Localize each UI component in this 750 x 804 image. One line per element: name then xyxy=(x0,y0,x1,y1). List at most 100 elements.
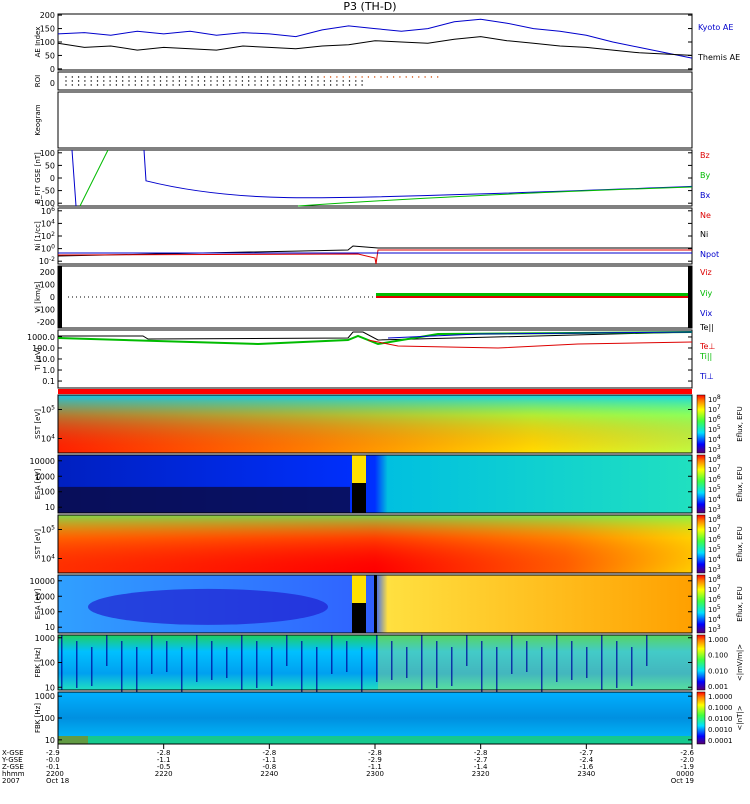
y-tick-label: -100 xyxy=(37,305,55,314)
y-tick-label: 10 xyxy=(45,683,55,692)
fbk-e-streak xyxy=(256,641,258,688)
x-tick-label: -2.7 xyxy=(474,756,488,764)
roi-dot xyxy=(260,80,262,82)
y-axis-label: Keogram xyxy=(34,104,42,135)
roi-dot xyxy=(304,80,307,82)
x-tick-label: -2.9 xyxy=(368,756,382,764)
roi-dot xyxy=(122,80,124,82)
bx-line xyxy=(71,149,693,207)
y-tick-label: 100 xyxy=(40,659,55,668)
roi-dot xyxy=(203,84,206,86)
roi-dot xyxy=(90,76,92,78)
te-perp-line xyxy=(367,339,693,349)
exponent: 8 xyxy=(717,394,721,401)
exponent: 3 xyxy=(717,504,721,511)
roi-dot xyxy=(392,76,395,78)
roi-dot xyxy=(65,76,67,78)
x-tick-label: -0.0 xyxy=(46,756,60,764)
roi-dot xyxy=(361,80,363,82)
colorbar-tick-label: 103 xyxy=(708,504,721,514)
roi-dot xyxy=(424,76,426,78)
fbk-e-streak xyxy=(526,641,528,672)
roi-dot xyxy=(147,84,149,86)
colorbar-tick-label: 0.010 xyxy=(708,667,728,675)
exponent: 7 xyxy=(717,464,721,471)
fbk-e-streak xyxy=(496,647,498,694)
roi-dot xyxy=(248,76,250,78)
legend-themis-ae: Themis AE xyxy=(697,53,740,62)
roi-dot xyxy=(229,80,231,82)
x-tick-label: -1.9 xyxy=(680,763,694,771)
x-tick-label: 2320 xyxy=(472,770,490,778)
roi-dot xyxy=(254,84,256,86)
legend-npot: Npot xyxy=(700,250,719,259)
roi-dot xyxy=(279,80,281,82)
y-axis-label: FBK [Hz] xyxy=(34,647,42,677)
y-axis-label: Ni [1/cc] xyxy=(34,221,42,251)
colorbar xyxy=(696,454,706,514)
colorbar-tick-label: 0.0001 xyxy=(708,737,733,745)
roi-dot xyxy=(418,76,420,78)
roi-dot xyxy=(241,84,244,86)
roi-dot xyxy=(96,76,99,78)
roi-dot xyxy=(166,80,168,82)
y-tick-label: 10.0 xyxy=(37,355,55,364)
colorbar-tick-label: 104 xyxy=(708,434,721,444)
fbk-e-streak xyxy=(601,635,603,690)
roi-dot xyxy=(317,84,319,86)
legend-by: By xyxy=(700,171,710,180)
exponent: -2 xyxy=(49,256,55,263)
fbk-e-streak xyxy=(646,635,648,666)
colorbar-tick-label: 103 xyxy=(708,564,721,574)
roi-dot xyxy=(235,80,237,82)
roi-dot xyxy=(348,80,351,82)
colorbar-label: Eflux, EFU xyxy=(736,586,744,621)
y-tick-label: 200 xyxy=(40,11,55,20)
x-tick-label: -2.4 xyxy=(579,756,593,764)
roi-dot xyxy=(65,80,67,82)
y-tick-label: 150 xyxy=(40,25,55,34)
roi-dot xyxy=(273,84,275,86)
roi-dot xyxy=(134,84,136,86)
y-tick-label: 10-2 xyxy=(39,256,55,266)
fbk-e-streak xyxy=(511,635,513,674)
roi-dot xyxy=(279,76,281,78)
roi-dot xyxy=(437,76,439,78)
roi-dot xyxy=(191,84,193,86)
fbk-e-streak xyxy=(436,641,438,688)
x-tick-label: -2.8 xyxy=(262,749,276,757)
colorbar-tick-label: 103 xyxy=(708,444,721,454)
legend-bx: Bx xyxy=(700,191,710,200)
legend-kyoto-ae: Kyoto AE xyxy=(698,23,733,32)
exponent: 7 xyxy=(717,584,721,591)
y-tick-label: 1000 xyxy=(35,592,55,601)
roi-dot xyxy=(304,76,307,78)
roi-dot xyxy=(96,80,99,82)
x-row-label: Y-GSE xyxy=(1,756,23,764)
roi-dot xyxy=(311,76,313,78)
roi-dot xyxy=(140,76,143,78)
fbk-e-streak xyxy=(556,635,558,682)
roi-dot xyxy=(241,76,244,78)
roi-dot xyxy=(115,76,118,78)
exponent: 4 xyxy=(717,554,721,561)
roi-dot xyxy=(197,76,199,78)
roi-dot xyxy=(197,84,199,86)
y-tick-label: 100 xyxy=(40,488,55,497)
fbk-e-streak xyxy=(466,635,468,666)
roi-dot xyxy=(216,76,218,78)
roi-dot xyxy=(266,76,269,78)
exponent: 3 xyxy=(717,564,721,571)
legend-viy: Viy xyxy=(700,289,713,298)
roi-dot xyxy=(298,84,300,86)
y-tick-label: 105 xyxy=(41,525,55,535)
colorbar-tick-label: 106 xyxy=(708,534,721,544)
y-axis-label: SST [eV] xyxy=(34,529,42,559)
legend-ne: Ne xyxy=(700,211,711,220)
esa-ion-gap-black xyxy=(352,483,366,513)
esa-electron-gap xyxy=(352,575,366,603)
fbk-e-overlay xyxy=(378,635,692,690)
y-tick-label: -50 xyxy=(42,187,55,196)
roi-dot xyxy=(84,80,86,82)
density-panel xyxy=(57,207,693,265)
